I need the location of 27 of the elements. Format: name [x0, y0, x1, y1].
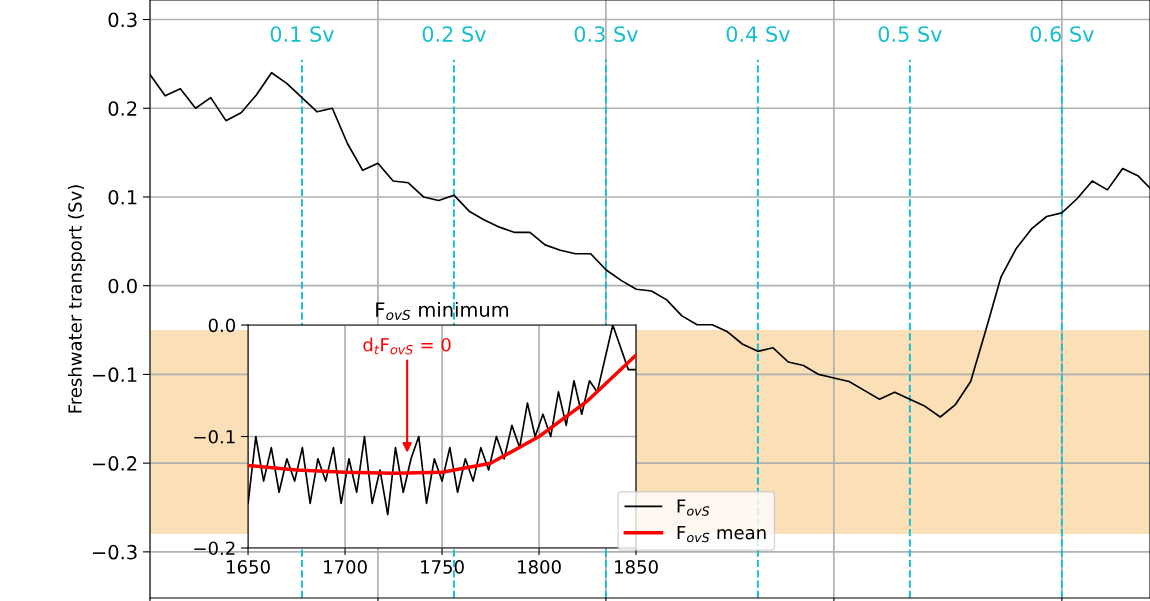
- annotation: d$_{t}$F$_{ovS}$ = 0: [363, 337, 451, 355]
- x-tick-label: 1650: [227, 560, 270, 574]
- y-tick-label: 0.0: [208, 318, 236, 333]
- y-tick-label: 0.0: [108, 278, 137, 294]
- ref-line-label: 0.1 Sv: [270, 26, 334, 42]
- legend-label: F$_{ovS}$ mean: [677, 525, 766, 543]
- legend-label: F$_{ovS}$: [677, 499, 710, 516]
- y-tick-label: −0.1: [194, 429, 235, 444]
- y-tick-label: 0.1: [108, 189, 137, 205]
- y-tick-label: −0.3: [93, 544, 137, 560]
- y-tick-label: 0.2: [108, 101, 137, 116]
- y-tick-label: −0.2: [93, 456, 137, 471]
- x-tick-label: 1850: [615, 560, 658, 574]
- line-series: [248, 353, 637, 476]
- y-tick-label: −0.2: [194, 541, 235, 556]
- ref-line-label: 0.4 Sv: [726, 26, 790, 42]
- ref-line-label: 0.3 Sv: [574, 26, 638, 42]
- y-tick-label: −0.1: [93, 367, 137, 383]
- chart-title: F$_{ovS}$ minimum: [376, 301, 509, 321]
- ref-line-label: 0.5 Sv: [878, 26, 942, 42]
- ref-line-label: 0.2 Sv: [422, 26, 486, 42]
- y-axis-title: Freshwater transport (Sv): [67, 185, 86, 413]
- x-tick-label: 1700: [324, 560, 367, 574]
- x-tick-label: 1800: [518, 560, 561, 574]
- y-tick-label: 0.3: [108, 12, 137, 28]
- x-tick-label: 1750: [421, 560, 464, 574]
- ref-line-label: 0.6 Sv: [1030, 26, 1094, 42]
